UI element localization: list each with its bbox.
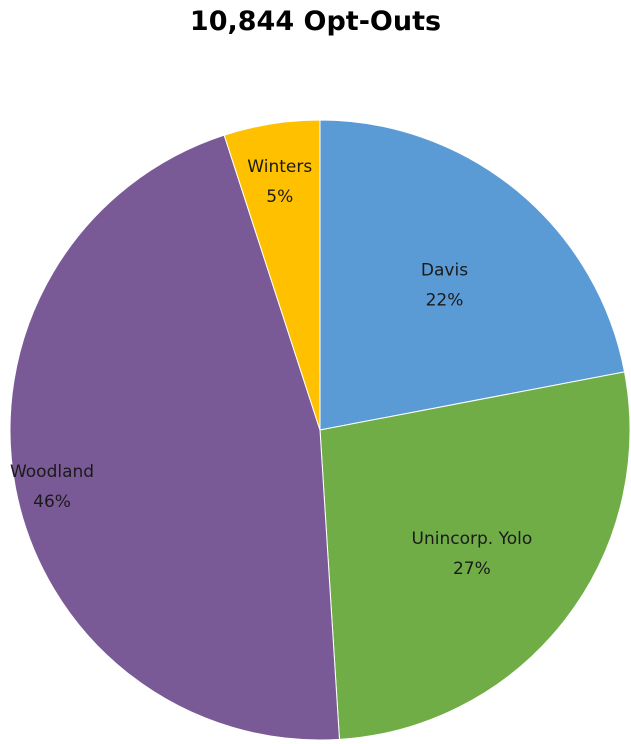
slice-value-davis: 22% (426, 291, 464, 311)
slice-label-davis: Davis (421, 261, 468, 281)
pie-slice-woodland (9, 134, 340, 741)
slice-label-woodland: Woodland (10, 462, 94, 482)
slice-value-winters: 5% (266, 187, 293, 207)
pie-labels: Davis 22% Unincorp. Yolo 27% Woodland 46% Wint… (10, 157, 532, 579)
slice-label-unincorp-yolo: Unincorp. Yolo (412, 529, 533, 549)
slice-label-winters: Winters (247, 157, 312, 177)
chart-title: 10,844 Opt-Outs (189, 6, 442, 37)
slice-value-woodland: 46% (33, 492, 71, 512)
slice-value-unincorp-yolo: 27% (453, 559, 491, 579)
pie-slices (9, 119, 631, 741)
pie-slice-unincorp-yolo (319, 371, 631, 740)
pie-slice-davis (319, 119, 626, 431)
pie-slice-winters (223, 119, 321, 431)
